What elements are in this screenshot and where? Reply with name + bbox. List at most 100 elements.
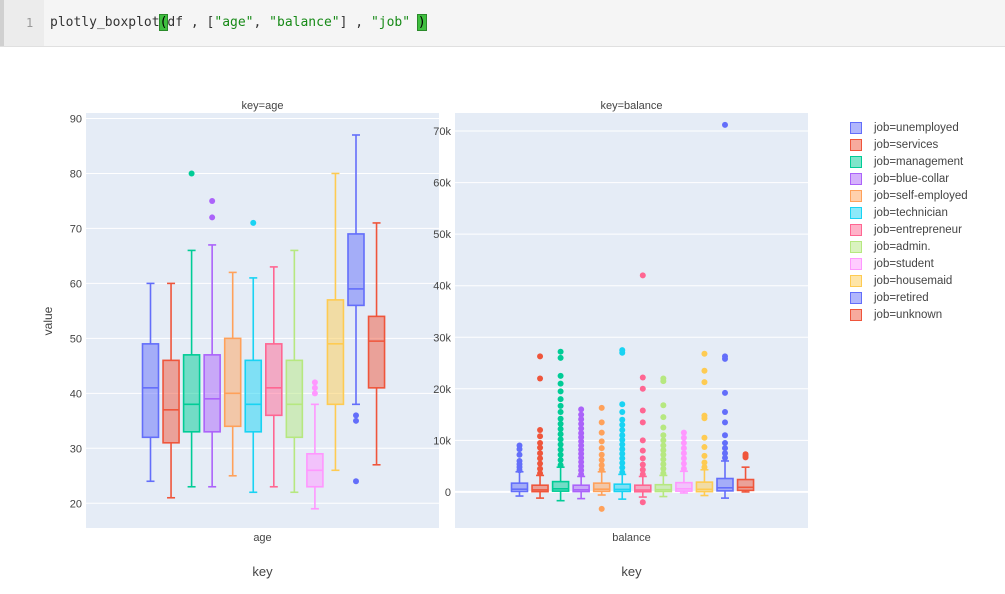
legend-label: job=housemaid: [874, 274, 953, 287]
outlier-point: [619, 469, 626, 476]
outlier-point: [701, 379, 708, 386]
code-cell[interactable]: 1 plotly_boxplot(df , ["age", "balance"]…: [0, 0, 1005, 47]
outlier-point: [680, 445, 687, 452]
outlier-point: [722, 454, 728, 461]
box-age-0: [141, 282, 160, 483]
box-age-5: [244, 219, 263, 494]
y-tick-label-age: 60: [70, 278, 82, 290]
outlier-point: [578, 446, 585, 453]
code-close-paren: ): [416, 14, 427, 31]
legend-item[interactable]: job=entrepreneur: [848, 221, 968, 238]
legend-item[interactable]: job=services: [848, 136, 968, 153]
box-age-6: [264, 266, 283, 488]
box-balance-2: [551, 348, 570, 502]
x-axis-title-age: key: [252, 564, 273, 579]
box-balance-7: [654, 375, 673, 498]
outlier-point: [311, 384, 318, 391]
outlier-point: [660, 456, 667, 463]
legend-item[interactable]: job=management: [848, 153, 968, 170]
outlier-point: [680, 455, 687, 462]
outlier-point: [680, 439, 687, 446]
legend-label: job=unknown: [874, 308, 943, 321]
legend-swatch: [850, 138, 862, 151]
outlier-point: [660, 414, 667, 421]
outlier-point: [537, 450, 544, 457]
outlier-point: [598, 445, 605, 452]
legend-item[interactable]: job=self-employed: [848, 187, 968, 204]
outlier-point: [619, 455, 626, 462]
legend-item[interactable]: job=unknown: [848, 306, 968, 323]
outlier-point: [722, 439, 728, 446]
legend-swatch: [850, 206, 862, 219]
outlier-point: [557, 354, 564, 361]
y-tick-label-balance: 30k: [433, 332, 451, 344]
outlier-point: [701, 464, 708, 471]
outlier-point: [701, 452, 708, 459]
legend-swatch: [850, 121, 862, 134]
box-balance-6: [633, 272, 652, 506]
outlier-point: [557, 348, 564, 355]
outlier-point: [701, 459, 708, 466]
outlier-point: [557, 372, 564, 379]
legend-swatch: [850, 223, 862, 236]
legend-swatch: [850, 240, 862, 253]
legend-swatch: [850, 257, 862, 270]
box-age-11: [367, 222, 386, 466]
outlier-point: [557, 431, 564, 438]
box-iqr: [203, 354, 221, 433]
outlier-point: [598, 438, 605, 445]
outlier-point: [660, 470, 667, 477]
line-number: 1: [26, 16, 34, 30]
outlier-point: [188, 170, 195, 177]
legend-item[interactable]: job=student: [848, 255, 968, 272]
outlier-point: [619, 436, 626, 443]
legend: job=unemployed job=services job=management…: [848, 119, 968, 323]
y-tick-label-balance: 10k: [433, 435, 451, 447]
legend-swatch: [850, 172, 862, 185]
box-iqr: [736, 478, 755, 492]
boxplot-figure: value2030405060708090key=ageagekey010k20…: [41, 100, 808, 579]
y-tick-label-age: 20: [70, 498, 82, 510]
outlier-point: [578, 450, 585, 457]
code-string-age: "age": [214, 15, 254, 30]
outlier-point: [639, 461, 646, 468]
outlier-point: [537, 375, 544, 382]
outlier-point: [557, 420, 564, 427]
outlier-point: [639, 455, 646, 462]
code-line[interactable]: plotly_boxplot(df , ["age", "balance"] ,…: [50, 14, 427, 31]
box-age-10: [347, 134, 365, 485]
y-tick-label-balance: 40k: [433, 281, 451, 293]
outlier-point: [578, 454, 585, 461]
box-iqr: [510, 482, 529, 493]
panel-balance: 0 10k 20k 30k 40k 50k 60k 70k key=balance balance…: [433, 100, 808, 579]
outlier-point: [660, 447, 667, 454]
y-tick-label-age: 80: [70, 168, 82, 180]
legend-item[interactable]: job=admin.: [848, 238, 968, 255]
outlier-point: [598, 505, 605, 512]
box-balance-9: [695, 350, 714, 497]
box-age-3: [203, 197, 221, 488]
outlier-point: [578, 425, 585, 432]
outlier-point: [619, 450, 626, 457]
legend-item[interactable]: job=retired: [848, 289, 968, 306]
legend-swatch: [850, 291, 862, 304]
outlier-point: [557, 415, 564, 422]
outlier-point: [537, 455, 544, 462]
outlier-point: [680, 460, 687, 467]
outlier-point: [557, 409, 564, 416]
legend-item[interactable]: job=blue-collar: [848, 170, 968, 187]
legend-item[interactable]: job=housemaid: [848, 272, 968, 289]
box-iqr: [347, 233, 365, 307]
outlier-point: [619, 460, 626, 467]
outlier-point: [537, 465, 544, 472]
legend-item[interactable]: job=technician: [848, 204, 968, 221]
legend-label: job=student: [874, 257, 934, 270]
outlier-point: [619, 446, 626, 453]
outlier-point: [537, 439, 544, 446]
outlier-point: [209, 197, 216, 204]
legend-item[interactable]: job=unemployed: [848, 119, 968, 136]
outlier-point: [722, 409, 728, 416]
code-separator: ,: [253, 15, 270, 30]
outlier-point: [598, 404, 605, 411]
outlier-point: [578, 467, 585, 474]
